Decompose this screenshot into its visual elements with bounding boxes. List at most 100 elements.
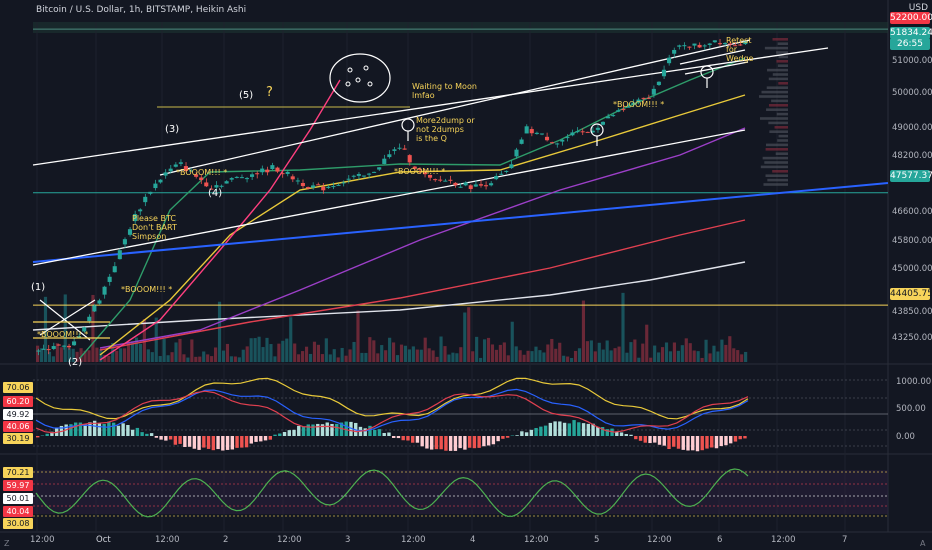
candle-body [265,169,270,173]
volume-bar [676,350,680,362]
candle-body [646,97,651,99]
candle-body [672,49,677,54]
candle-body [514,149,519,157]
macd-histogram-bar [320,424,325,436]
candle-body [133,214,138,222]
macd-histogram-bar [539,426,543,436]
time-label: 12:00 [277,535,302,545]
candle-body [585,131,590,133]
candle-body [392,149,397,151]
candle-body [656,81,661,86]
chart-title: Bitcoin / U.S. Dollar, 1h, BITSTAMP, Hei… [36,5,247,15]
candle-body [148,191,153,194]
candle-body [168,168,173,172]
candle-body [519,139,524,144]
volume-bar [597,342,601,362]
macd-histogram-bar [292,429,296,436]
volume-bar [399,344,404,362]
volume-profile-bar [777,64,788,67]
volume-bar [233,356,237,362]
macd-histogram-bar [225,436,230,450]
time-label: 12:00 [647,535,672,545]
macd-blue-line [35,388,749,432]
candle-body [529,129,534,134]
macd-histogram-bar [145,433,149,436]
volume-bar [123,348,127,362]
volume-bar [312,341,317,362]
volume-bar [285,338,289,362]
volume-bar [134,337,139,362]
volume-bar [55,343,59,362]
candle-body [692,43,697,46]
macd-histogram-bar [178,436,182,444]
time-label: 4 [470,535,476,545]
trend-blue [32,182,889,263]
volume-bar [486,337,491,362]
volume-bar [51,356,55,362]
ema-green [79,57,746,359]
volume-bar [214,347,218,362]
volume-bar [411,346,415,362]
volume-bar [471,351,475,362]
volume-bar [221,350,226,362]
cross-mark [39,299,91,341]
candle-body [234,176,239,178]
volume-bar [316,344,320,362]
volume-bar [202,351,206,362]
candle-body [417,168,422,170]
volume-bar [692,350,696,362]
volume-bar [39,348,44,362]
candle-body [199,177,204,181]
macd-histogram-bar [444,436,448,451]
volume-profile-bar [765,174,788,177]
cross-mark [39,299,96,336]
volume-bar [261,347,265,362]
macd-histogram-bar [259,436,263,442]
volume-bar [447,354,451,362]
candle-body [524,126,529,134]
time-label: 5 [594,535,600,545]
macd-histogram-bar [567,423,572,436]
candle-body [61,345,66,347]
macd-histogram-bar [121,423,125,436]
candle-body [539,133,544,135]
macd-histogram-bar [410,436,415,443]
macd-histogram-bar [240,436,244,448]
candle-body [509,164,514,169]
volume-bar [360,352,364,362]
candle-body [738,44,743,46]
volume-bar [601,349,605,362]
volume-bar [629,342,633,362]
candle-body [41,348,46,350]
macd-histogram-bar [363,428,367,436]
macd-histogram-bar [368,425,372,436]
candle-body [372,171,377,173]
volume-bar [538,350,542,362]
candle-body [356,174,361,176]
macd-histogram-bar [126,424,130,436]
price-tick: 46600.00 [892,207,932,217]
macd-histogram-bar [316,423,320,436]
macd-histogram-bar [429,436,434,450]
candle-body [580,131,585,133]
annotation-retest: Retest for Wedge [726,36,754,63]
ema-red-slow [99,219,746,351]
candle-body [290,176,295,180]
candle-body [397,147,402,149]
volume-bar [277,343,281,362]
candle-body [311,185,316,188]
candle-body [316,184,321,186]
macd-histogram-bar [273,434,277,436]
currency-label[interactable]: USD [908,3,928,13]
volume-bar [696,351,700,362]
candle-body [661,69,667,77]
volume-bar [728,336,732,362]
candle-body [600,121,605,125]
macd-histogram-bar [396,436,401,439]
volume-profile-bar [774,126,788,129]
candle-body [682,45,687,47]
candle-body [239,177,244,179]
macd-histogram-bar [705,436,709,449]
candle-body [77,336,82,339]
